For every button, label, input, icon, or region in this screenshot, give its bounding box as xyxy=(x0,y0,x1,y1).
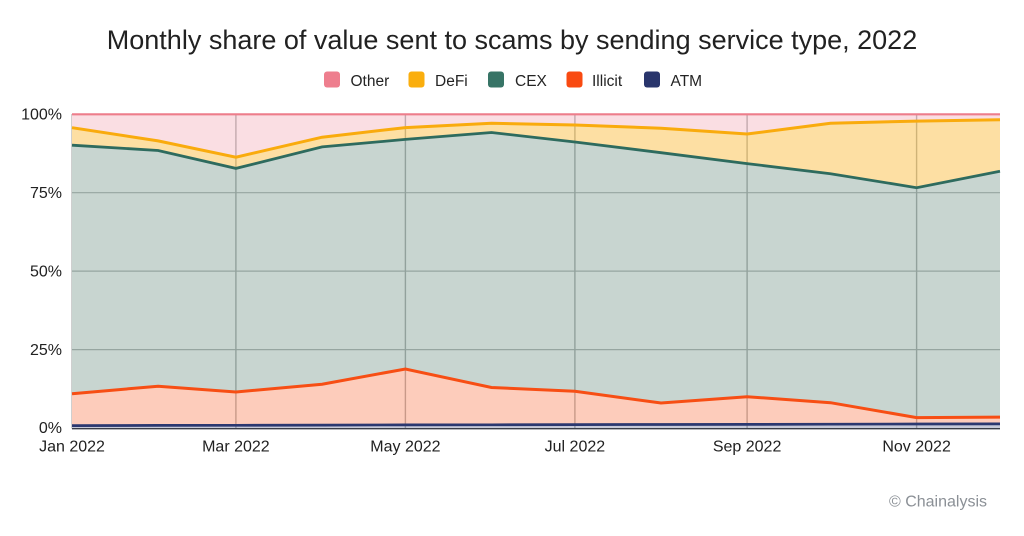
svg-text:© Chainalysis: © Chainalysis xyxy=(889,494,987,511)
svg-text:ATM: ATM xyxy=(671,73,703,90)
svg-text:0%: 0% xyxy=(39,420,62,437)
svg-text:Nov 2022: Nov 2022 xyxy=(882,439,951,456)
svg-text:Mar 2022: Mar 2022 xyxy=(202,439,270,456)
svg-text:Sep 2022: Sep 2022 xyxy=(713,439,782,456)
svg-text:Other: Other xyxy=(351,73,390,90)
svg-text:100%: 100% xyxy=(21,107,62,124)
svg-text:May 2022: May 2022 xyxy=(370,439,440,456)
svg-text:Jan 2022: Jan 2022 xyxy=(39,439,105,456)
svg-text:Monthly share of value sent to: Monthly share of value sent to scams by … xyxy=(107,25,917,55)
svg-text:75%: 75% xyxy=(30,185,62,202)
svg-text:50%: 50% xyxy=(30,263,62,280)
svg-text:Illicit: Illicit xyxy=(592,73,623,90)
svg-text:Jul 2022: Jul 2022 xyxy=(545,439,606,456)
svg-text:25%: 25% xyxy=(30,342,62,359)
svg-text:CEX: CEX xyxy=(515,73,548,90)
svg-text:DeFi: DeFi xyxy=(435,73,468,90)
